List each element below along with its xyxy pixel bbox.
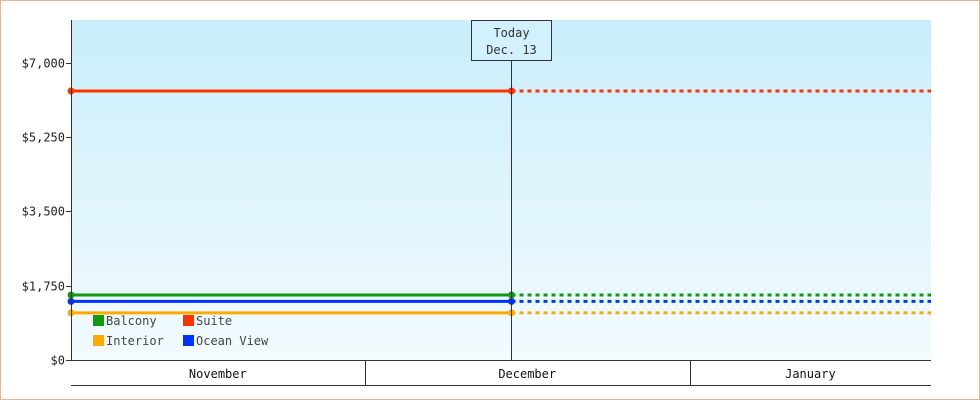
month-label: January [785,367,836,381]
legend-label: Balcony [106,314,157,328]
legend-swatch [183,335,194,346]
y-tick-label: $7,000 [22,57,65,71]
legend-label: Suite [196,314,232,328]
month-label: November [189,367,247,381]
legend-swatch [93,335,104,346]
legend-label: Ocean View [196,334,269,348]
legend-swatch [93,315,104,326]
today-label-title: Today [493,26,529,40]
today-label-date: Dec. 13 [486,43,537,57]
today-label-box [471,20,552,61]
month-label: December [498,367,556,381]
legend-swatch [183,315,194,326]
plot-background [71,20,931,360]
y-tick-label: $0 [51,354,65,368]
y-tick-label: $1,750 [22,280,65,294]
legend-label: Interior [106,334,164,348]
y-tick-label: $5,250 [22,131,65,145]
y-tick-label: $3,500 [22,205,65,219]
